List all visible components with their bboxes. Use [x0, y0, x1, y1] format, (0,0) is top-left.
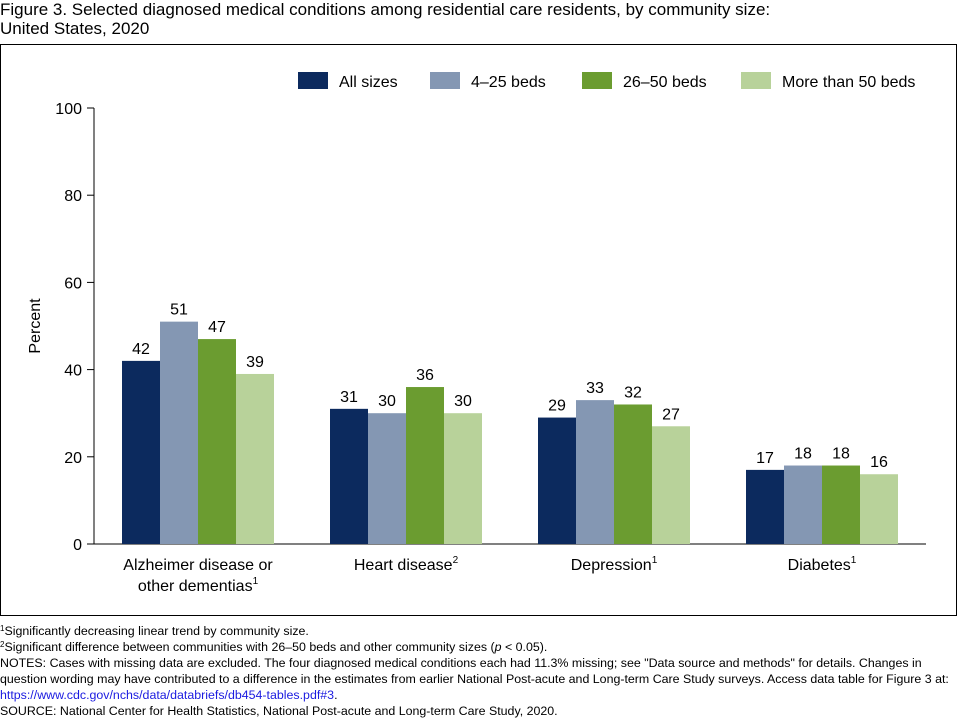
footnote-1: 1Significantly decreasing linear trend b…: [0, 623, 955, 639]
bar-value-label: 17: [756, 450, 774, 467]
footnote-2-tail: < 0.05).: [501, 640, 548, 654]
y-tick-label: 40: [64, 363, 82, 380]
footnote-1-marker: 1: [0, 624, 5, 633]
notes-paragraph: NOTES: Cases with missing data are exclu…: [0, 655, 955, 703]
figure-title-line-1: Figure 3. Selected diagnosed medical con…: [0, 0, 771, 19]
footnote-2-marker: 2: [0, 640, 5, 649]
bar-value-label: 18: [832, 446, 850, 463]
bar: [198, 339, 236, 544]
bar-value-label: 32: [624, 384, 642, 401]
bar: [822, 465, 860, 544]
bar-value-label: 42: [132, 341, 150, 358]
bar-value-label: 33: [586, 380, 604, 397]
legend-swatch: [298, 72, 328, 89]
legend-swatch: [582, 72, 612, 89]
footnotes: 1Significantly decreasing linear trend b…: [0, 623, 955, 719]
bar: [444, 413, 482, 544]
bar: [652, 426, 690, 544]
x-tick-label: Diabetes1: [788, 555, 857, 574]
data-table-link[interactable]: https://www.cdc.gov/nchs/data/databriefs…: [0, 688, 335, 702]
y-tick-label: 60: [64, 275, 82, 292]
bar: [122, 360, 160, 544]
bar-value-label: 30: [378, 393, 396, 410]
footnote-1-text: Significantly decreasing linear trend by…: [4, 624, 309, 638]
figure-title: Figure 3. Selected diagnosed medical con…: [0, 0, 950, 38]
notes-text: NOTES: Cases with missing data are exclu…: [0, 656, 949, 686]
footnote-2-text: Significant difference between communiti…: [4, 640, 495, 654]
bar-value-label: 47: [208, 319, 226, 336]
y-axis-label: Percent: [27, 298, 44, 354]
bar: [746, 469, 784, 544]
bar: [860, 474, 898, 544]
legend-swatch: [430, 72, 460, 89]
bar-value-label: 16: [870, 454, 888, 471]
bar-chart: 0 20 40 60 80 100 Percent 42 51 47 39 Alzheimer dis…: [27, 72, 926, 595]
bar: [784, 465, 822, 544]
figure-title-line-2: United States, 2020: [0, 19, 150, 38]
bar-value-label: 51: [170, 302, 188, 319]
bar-value-label: 31: [340, 389, 358, 406]
bar: [406, 387, 444, 544]
source-line: SOURCE: National Center for Health Stati…: [0, 704, 558, 718]
notes-end: .: [334, 688, 338, 702]
legend-swatch: [741, 72, 771, 89]
x-tick-label: Heart disease2: [354, 555, 459, 574]
legend-label: More than 50 beds: [782, 74, 915, 91]
x-tick-label: Depression1: [571, 555, 658, 574]
bar-value-label: 18: [794, 446, 812, 463]
legend-label: All sizes: [339, 74, 398, 91]
footnote-2-p: p: [494, 640, 502, 654]
y-tick-label: 100: [55, 101, 82, 118]
footnote-2: 2Significant difference between communit…: [0, 639, 955, 655]
bar-value-label: 36: [416, 367, 434, 384]
legend-label: 4–25 beds: [471, 74, 546, 91]
bar: [576, 400, 614, 544]
chart-frame: 0 20 40 60 80 100 Percent 42 51 47 39 Alzheimer dis…: [0, 44, 957, 616]
bar: [614, 404, 652, 544]
y-tick-label: 20: [64, 450, 82, 467]
bar-value-label: 39: [246, 354, 264, 371]
bar: [236, 373, 274, 544]
x-tick-label: Alzheimer disease or: [123, 557, 273, 574]
bar: [368, 413, 406, 544]
bar: [538, 417, 576, 544]
bar: [160, 321, 198, 544]
bar-value-label: 29: [548, 398, 566, 415]
bar-value-label: 27: [662, 406, 680, 423]
x-tick-label: other dementias1: [138, 576, 259, 595]
bar: [330, 408, 368, 544]
y-tick-label: 80: [64, 188, 82, 205]
legend-label: 26–50 beds: [623, 74, 707, 91]
bar-value-label: 30: [454, 393, 472, 410]
y-tick-label: 0: [73, 537, 82, 554]
